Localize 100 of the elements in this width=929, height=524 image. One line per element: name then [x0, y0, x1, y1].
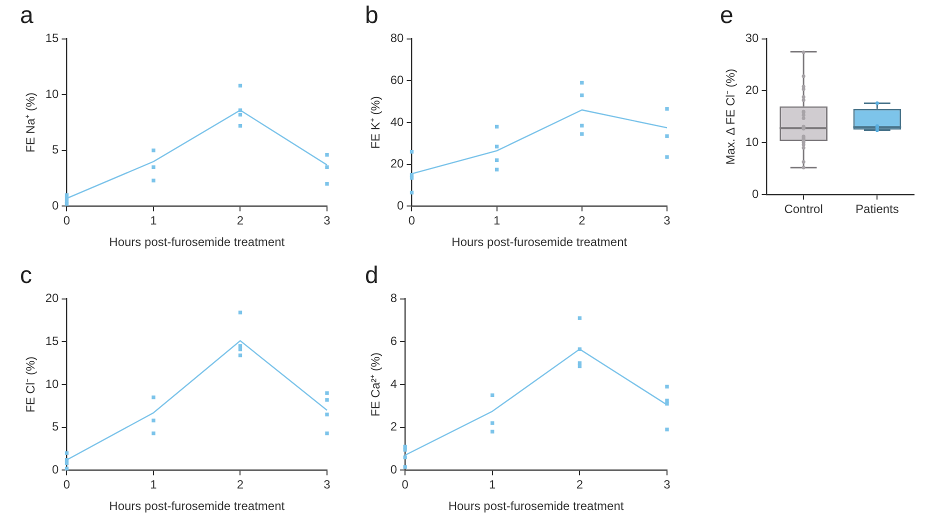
- point: [665, 384, 669, 388]
- y-tick-label: 15: [45, 31, 60, 46]
- point: [325, 432, 329, 436]
- point: [665, 134, 669, 138]
- y-tick-label: 2: [390, 420, 398, 434]
- x-axis-title: Hours post-furosemide treatment: [448, 499, 624, 514]
- x-tick-label: 2: [236, 214, 244, 228]
- point: [665, 155, 669, 159]
- point: [64, 462, 69, 466]
- x-tick-label: Control: [784, 202, 823, 216]
- x-tick-label: 3: [664, 478, 671, 492]
- point: [64, 193, 69, 197]
- point: [152, 396, 156, 400]
- point: [578, 316, 582, 320]
- point: [578, 364, 582, 368]
- point: [64, 202, 69, 206]
- x-tick-label: 1: [150, 478, 158, 492]
- point: [325, 391, 329, 395]
- point: [410, 150, 414, 154]
- point: [152, 432, 156, 436]
- y-axis-title: FE Cl⁻ (%): [24, 356, 38, 412]
- point: [238, 348, 242, 352]
- point: [580, 124, 584, 128]
- y-tick-label: 0: [52, 462, 60, 477]
- y-tick-label: 0: [390, 462, 398, 477]
- y-tick-label: 4: [390, 376, 398, 391]
- point: [238, 310, 242, 314]
- point: [410, 190, 414, 194]
- point: [152, 178, 156, 182]
- point: [325, 153, 329, 157]
- y-tick-label: 30: [745, 31, 760, 46]
- y-tick-label: 6: [390, 334, 398, 348]
- point: [578, 361, 582, 365]
- y-tick-label: 20: [390, 156, 404, 171]
- point: [494, 144, 499, 148]
- point: [665, 398, 669, 402]
- point: [580, 132, 584, 136]
- point: [238, 354, 242, 358]
- point: [64, 451, 69, 455]
- y-axis-title: Max. Δ FE Cl⁻ (%): [724, 68, 738, 165]
- chart-title: e: [720, 2, 734, 30]
- y-tick-label: 10: [745, 134, 760, 149]
- point: [580, 80, 584, 85]
- x-tick-label: 1: [150, 214, 158, 228]
- point: [238, 344, 242, 348]
- point: [490, 393, 494, 398]
- point: [238, 124, 242, 128]
- point: [494, 124, 499, 129]
- y-tick-label: 5: [52, 142, 60, 157]
- point: [152, 418, 156, 422]
- point: [580, 93, 584, 98]
- point: [403, 448, 407, 452]
- x-axis-title: Hours post-furosemide treatment: [109, 499, 286, 514]
- chart-title: a: [20, 2, 34, 30]
- x-tick-label: 3: [324, 214, 331, 228]
- point: [238, 112, 242, 117]
- y-tick-label: 10: [45, 86, 60, 101]
- chart-title: c: [20, 262, 32, 290]
- x-tick-label: 1: [493, 214, 500, 228]
- point: [665, 107, 669, 111]
- x-tick-label: Patients: [856, 202, 899, 216]
- x-tick-label: 0: [63, 478, 70, 492]
- y-tick-label: 20: [745, 83, 760, 98]
- y-tick-label: 15: [45, 334, 60, 348]
- point: [490, 421, 494, 425]
- point: [490, 430, 494, 434]
- x-tick-label: 2: [578, 214, 586, 228]
- y-axis-title: FE K⁺ (%): [368, 96, 383, 149]
- x-tick-label: 1: [489, 478, 496, 492]
- point: [403, 456, 407, 460]
- x-axis-title: Hours post-furosemide treatment: [452, 235, 628, 250]
- y-tick-label: 40: [390, 114, 404, 129]
- point: [403, 465, 407, 469]
- point: [494, 168, 499, 172]
- point: [64, 466, 69, 470]
- y-tick-label: 8: [390, 291, 398, 306]
- point: [494, 158, 499, 162]
- y-tick-label: 80: [390, 31, 404, 46]
- y-tick-label: 5: [52, 420, 60, 434]
- x-axis-title: Hours post-furosemide treatment: [109, 235, 286, 250]
- point: [325, 412, 329, 416]
- y-tick-label: 60: [390, 72, 404, 87]
- y-tick-label: 0: [752, 186, 760, 201]
- point: [152, 165, 156, 169]
- y-tick-label: 20: [45, 291, 60, 306]
- x-tick-label: 2: [576, 478, 584, 492]
- point: [325, 182, 329, 186]
- x-tick-label: 0: [408, 214, 416, 228]
- y-tick-label: 10: [45, 376, 60, 391]
- point: [152, 148, 156, 152]
- chart-title: b: [365, 2, 378, 30]
- y-axis-title: FE Na⁺ (%): [24, 92, 38, 153]
- chart-title: d: [365, 262, 378, 290]
- x-tick-label: 3: [664, 214, 671, 228]
- x-tick-label: 2: [236, 478, 244, 492]
- point: [325, 398, 329, 402]
- point: [665, 428, 669, 432]
- x-tick-label: 0: [63, 214, 70, 228]
- point: [325, 165, 329, 169]
- point: [238, 84, 242, 88]
